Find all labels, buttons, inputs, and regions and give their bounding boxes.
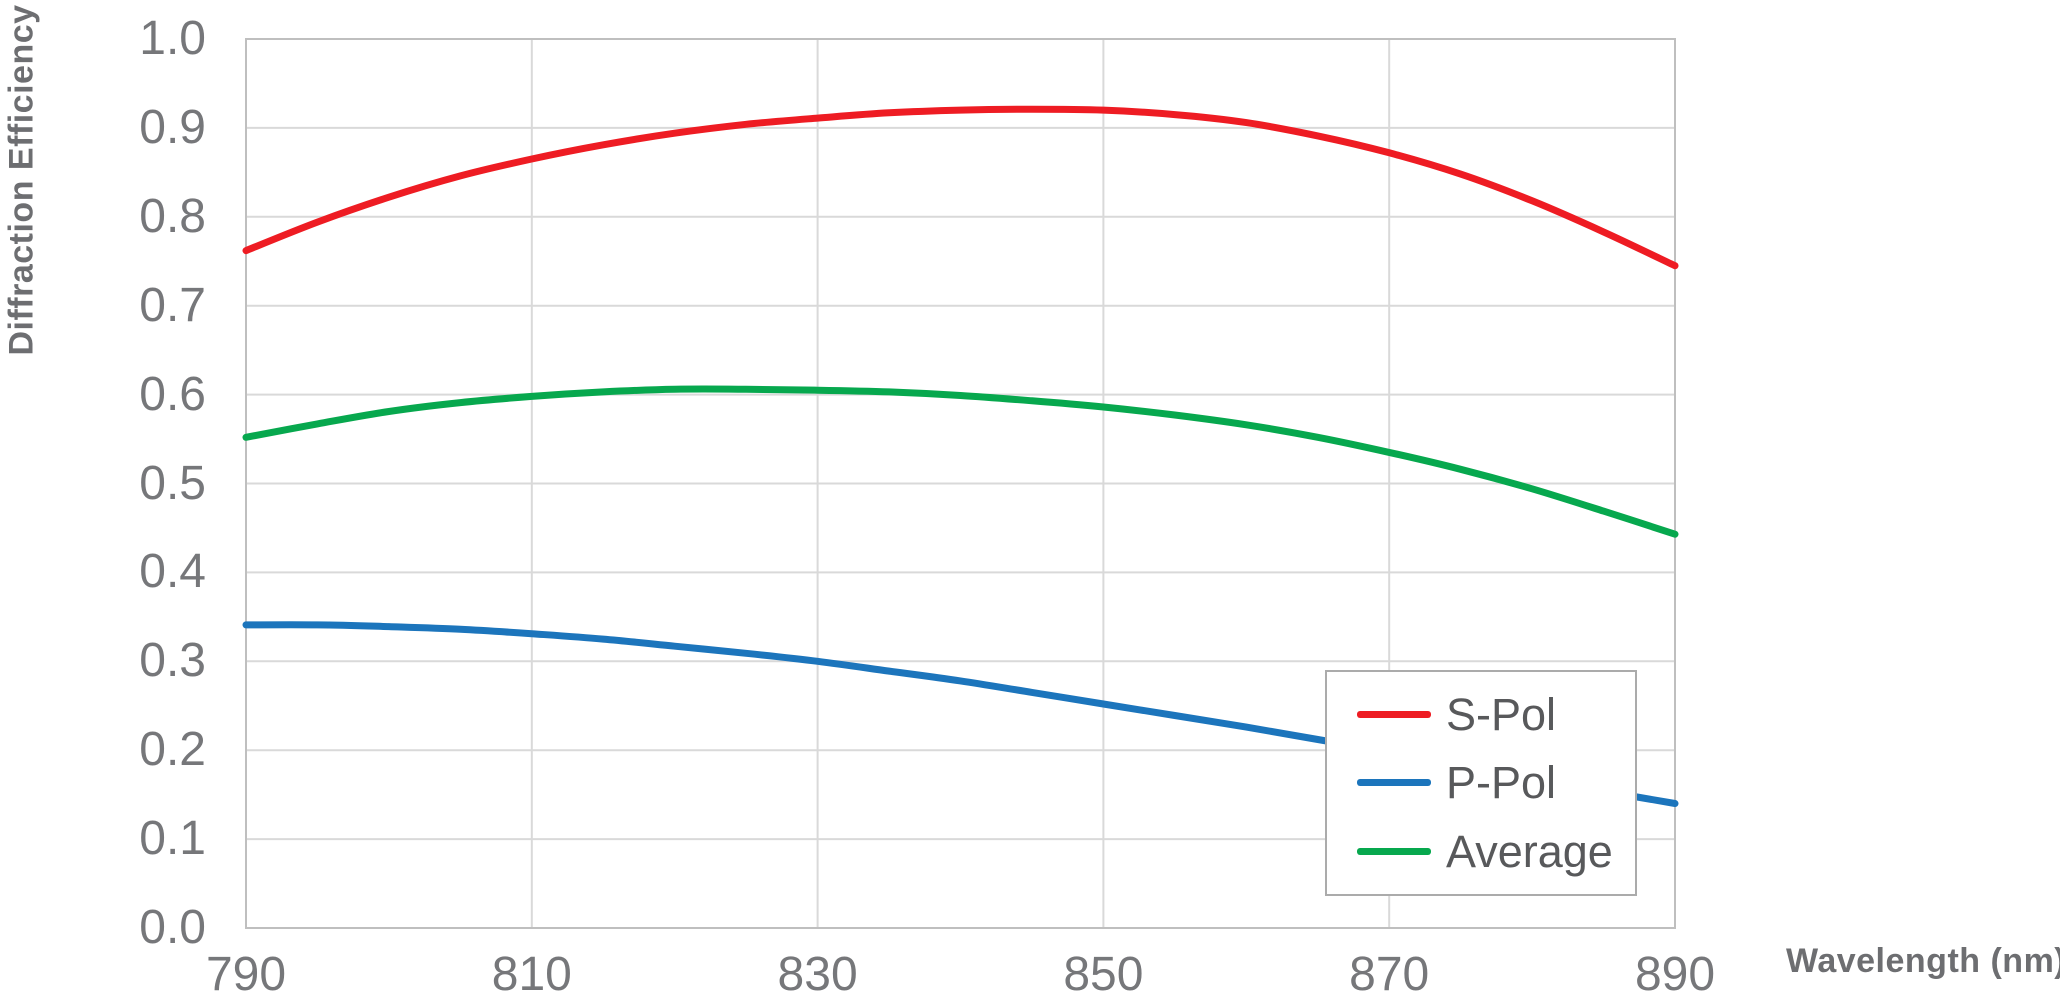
legend-line-swatch-s-pol bbox=[1357, 710, 1431, 718]
x-tick-label: 810 bbox=[491, 948, 572, 1001]
x-tick-label: 790 bbox=[205, 948, 287, 1001]
series-line-average bbox=[242, 385, 1679, 538]
y-tick-label: 0.7 bbox=[139, 278, 206, 332]
legend-label-p-pol: P-Pol bbox=[1446, 757, 1557, 809]
legend: S-Pol P-Pol Average bbox=[1325, 670, 1637, 896]
legend-item-s-pol: S-Pol bbox=[1327, 692, 1635, 737]
legend-line-swatch-average bbox=[1357, 848, 1431, 856]
y-tick-label: 0.8 bbox=[139, 189, 206, 243]
x-tick-label: 870 bbox=[1349, 948, 1430, 1001]
x-axis-title: Wavelength (nm) bbox=[1786, 942, 2060, 980]
series-line-s-pol bbox=[242, 105, 1679, 270]
plot-border bbox=[245, 38, 1676, 929]
y-tick-label: 0.2 bbox=[139, 723, 206, 777]
y-tick-label: 0.6 bbox=[139, 367, 206, 421]
y-tick-label: 0.0 bbox=[139, 901, 206, 954]
y-tick-label: 0.5 bbox=[139, 456, 206, 510]
y-tick-label: 0.3 bbox=[139, 634, 206, 688]
y-tick-label: 1.0 bbox=[139, 12, 206, 65]
x-tick-label: 830 bbox=[777, 948, 858, 1001]
legend-item-average: Average bbox=[1327, 829, 1635, 874]
legend-item-p-pol: P-Pol bbox=[1327, 760, 1635, 805]
legend-label-average: Average bbox=[1446, 826, 1613, 878]
y-tick-label: 0.1 bbox=[139, 812, 206, 866]
x-tick-label: 890 bbox=[1634, 948, 1716, 1001]
legend-line-swatch-p-pol bbox=[1357, 779, 1431, 787]
legend-label-s-pol: S-Pol bbox=[1446, 688, 1557, 740]
y-tick-label: 0.9 bbox=[139, 100, 206, 154]
x-tick-label: 850 bbox=[1063, 948, 1144, 1001]
y-tick-label: 0.4 bbox=[139, 545, 206, 599]
